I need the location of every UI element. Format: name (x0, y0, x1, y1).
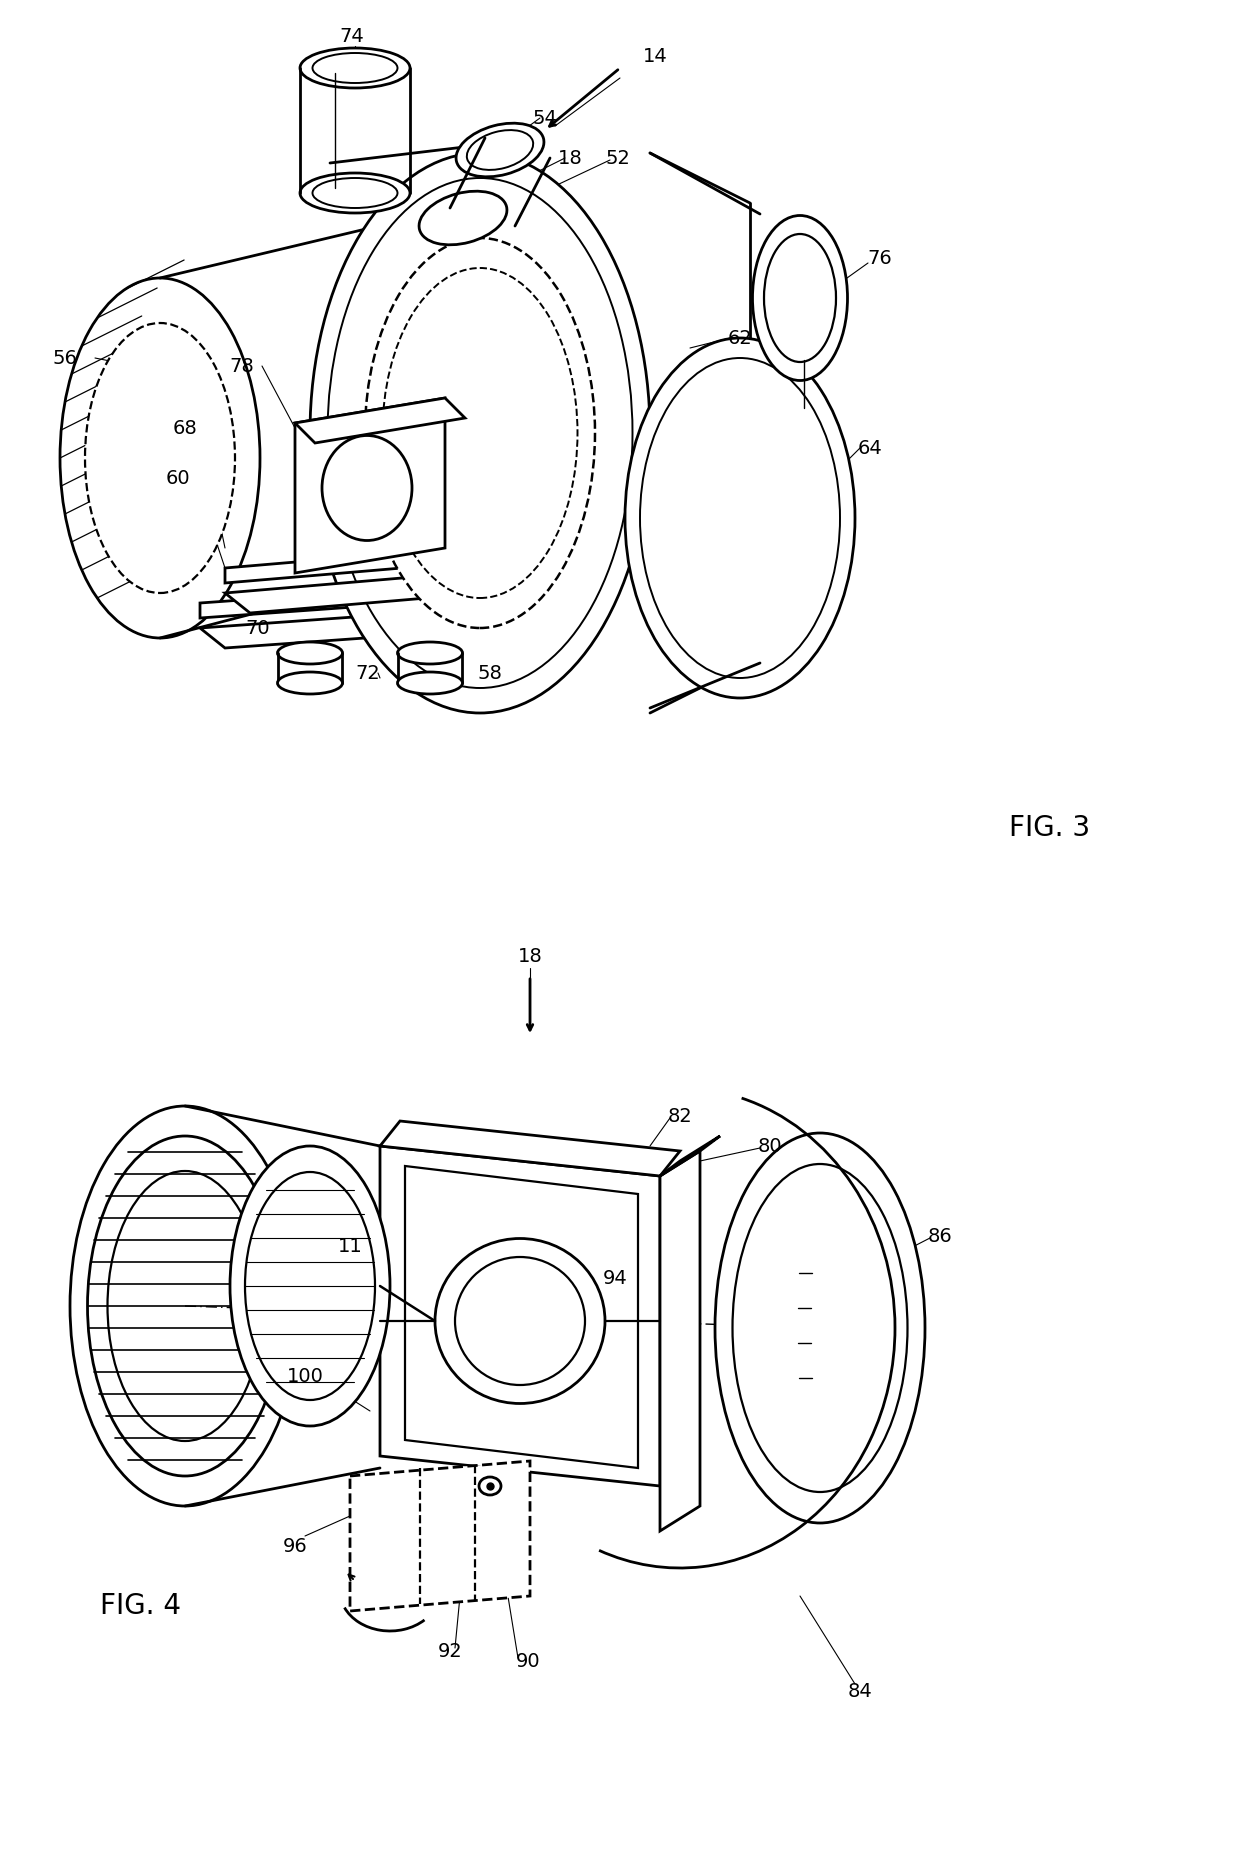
Text: 86: 86 (928, 1227, 952, 1246)
Ellipse shape (300, 173, 410, 214)
Ellipse shape (278, 672, 342, 694)
Ellipse shape (625, 338, 856, 698)
Polygon shape (295, 398, 445, 572)
Ellipse shape (753, 216, 847, 381)
Polygon shape (379, 1146, 660, 1486)
Text: 62: 62 (728, 328, 753, 347)
Ellipse shape (764, 234, 836, 362)
Polygon shape (350, 1461, 529, 1611)
Ellipse shape (278, 642, 342, 664)
Ellipse shape (398, 672, 463, 694)
Ellipse shape (456, 124, 544, 176)
Ellipse shape (466, 129, 533, 171)
Text: 74: 74 (340, 26, 365, 45)
Ellipse shape (382, 268, 578, 598)
Text: 18: 18 (558, 148, 583, 167)
Text: 11: 11 (337, 1236, 362, 1255)
Polygon shape (660, 1152, 701, 1531)
Text: 70: 70 (246, 619, 270, 638)
Polygon shape (200, 578, 551, 617)
Ellipse shape (365, 238, 595, 628)
Ellipse shape (69, 1107, 300, 1506)
Ellipse shape (108, 1171, 263, 1441)
Text: FIG. 4: FIG. 4 (99, 1593, 181, 1621)
Polygon shape (379, 1122, 680, 1176)
Ellipse shape (300, 49, 410, 88)
Ellipse shape (435, 1238, 605, 1403)
Ellipse shape (455, 1257, 585, 1384)
Ellipse shape (246, 1172, 374, 1399)
Ellipse shape (322, 435, 412, 540)
Ellipse shape (60, 278, 260, 638)
Text: 60: 60 (166, 469, 190, 488)
Text: 72: 72 (356, 664, 381, 683)
Ellipse shape (398, 642, 463, 664)
Text: 96: 96 (283, 1536, 308, 1555)
Text: 58: 58 (477, 664, 502, 683)
Text: 54: 54 (532, 109, 558, 128)
Polygon shape (660, 1137, 720, 1176)
Text: 80: 80 (758, 1137, 782, 1156)
Polygon shape (224, 568, 546, 613)
Ellipse shape (479, 1476, 501, 1495)
Text: 82: 82 (667, 1107, 692, 1126)
Text: 92: 92 (438, 1642, 463, 1660)
Ellipse shape (419, 191, 507, 244)
Polygon shape (295, 398, 465, 443)
Ellipse shape (88, 1137, 283, 1476)
Text: 84: 84 (848, 1681, 873, 1700)
Ellipse shape (310, 154, 650, 713)
Text: 68: 68 (172, 418, 197, 437)
Text: 90: 90 (516, 1651, 541, 1670)
Ellipse shape (312, 53, 398, 83)
Text: 52: 52 (605, 148, 630, 167)
Ellipse shape (715, 1133, 925, 1523)
Text: 76: 76 (868, 248, 893, 268)
Polygon shape (224, 542, 520, 583)
Ellipse shape (327, 178, 632, 688)
Polygon shape (200, 602, 575, 647)
Text: 64: 64 (858, 439, 883, 458)
Text: FIG. 3: FIG. 3 (1009, 814, 1090, 842)
Ellipse shape (229, 1146, 391, 1426)
Text: 18: 18 (517, 947, 542, 966)
Text: 78: 78 (229, 356, 254, 375)
Ellipse shape (733, 1163, 908, 1491)
Polygon shape (405, 1167, 639, 1469)
Text: 14: 14 (642, 47, 667, 66)
Text: 56: 56 (52, 349, 77, 368)
Ellipse shape (640, 358, 839, 677)
Text: 100: 100 (286, 1366, 324, 1386)
Text: 94: 94 (603, 1268, 627, 1287)
Ellipse shape (86, 323, 236, 593)
Ellipse shape (312, 178, 398, 208)
